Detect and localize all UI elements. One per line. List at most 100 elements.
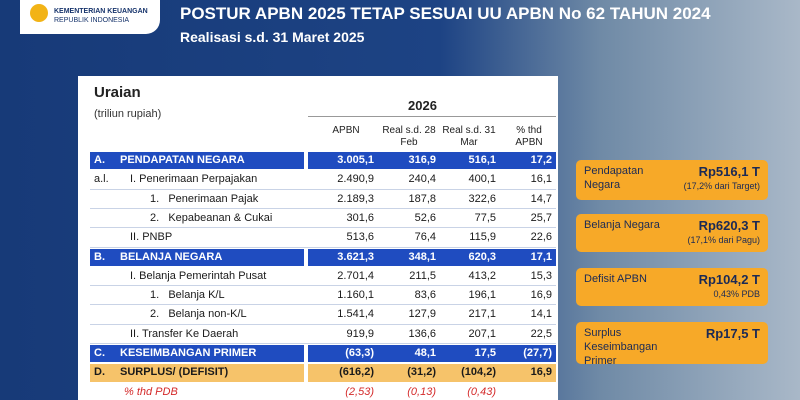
table-unit: (triliun rupiah) [94,108,162,120]
row-value: 2.490,9 [337,173,374,186]
row-value: 3.621,3 [337,250,374,263]
row-value: 14,7 [530,192,552,205]
row-band [90,248,304,266]
row-value: 25,7 [530,211,552,224]
title: POSTUR APBN 2025 TETAP SESUAI UU APBN No… [180,4,711,23]
row-code: C. [94,347,105,359]
row-value: 16,9 [530,366,552,379]
row-rule [90,207,556,209]
row-label: 2. Belanja non-K/L [150,308,247,321]
row-value: 196,1 [468,289,496,302]
column-header: Real s.d. 31 Mar [442,125,496,148]
row-value: 48,1 [414,347,436,359]
callout-label: Defisit APBN [584,273,647,285]
row-value: 22,6 [530,231,552,244]
row-rule [90,304,556,306]
row-value: 3.005,1 [337,154,374,166]
callout-note: (17,1% dari Pagu) [687,235,760,245]
row-value: 16,9 [530,289,552,302]
rule [308,116,556,117]
row-rule [90,285,556,287]
column-header: Real s.d. 28 Feb [382,125,436,148]
row-label: I. Penerimaan Perpajakan [130,173,258,186]
callout-amount: Rp620,3 T [698,218,760,233]
row-value: (31,2) [407,366,436,379]
row-value: (27,7) [523,347,552,359]
row-value: 316,9 [408,154,436,166]
row-band [308,152,556,170]
subtitle: Realisasi s.d. 31 Maret 2025 [180,29,365,45]
row-value: 136,6 [408,327,436,340]
table-panel: Uraian (triliun rupiah) 2026 APBN Real s.… [78,76,558,400]
row-value: 15,3 [530,269,552,282]
row-rule [90,343,556,344]
row-value: (0,13) [407,385,436,398]
row-label: KESEIMBANGAN PRIMER [120,347,257,359]
row-value: 17,2 [530,154,552,166]
row-value: 322,6 [468,192,496,205]
row-value: 17,5 [474,347,496,359]
table-label-title: Uraian [94,84,141,101]
row-value: 516,1 [468,154,496,166]
row-value: 240,4 [408,173,436,186]
callout-label: Surplus Keseimbangan Primer [584,327,658,367]
logo-text: KEMENTERIAN KEUANGAN [54,8,148,15]
row-value: 2.189,3 [337,192,374,205]
row-code: D. [94,366,105,379]
row-value: 400,1 [468,173,496,186]
callout-box: Belanja Negara Rp620,3 T (17,1% dari Pagu) [576,214,768,252]
row-value: 620,3 [468,250,496,263]
row-value: 413,2 [468,269,496,282]
row-label: 1. Penerimaan Pajak [150,192,259,205]
row-label: 2. Kepabeanan & Cukai [150,211,273,224]
row-value: 211,5 [409,269,436,282]
callout-box: Surplus Keseimbangan Primer Rp17,5 T [576,322,768,367]
row-band [90,345,304,363]
logo-text: REPUBLIK INDONESIA [54,17,130,24]
logo-emblem [30,4,48,22]
row-value: 16,1 [530,173,552,186]
row-value: 301,6 [346,211,374,224]
row-value: 52,6 [414,211,436,224]
row-code: B. [94,250,105,263]
row-value: (2,53) [345,385,374,398]
row-label: PENDAPATAN NEGARA [120,154,245,166]
column-header: % thd APBN [515,125,543,148]
row-value: (616,2) [339,366,374,379]
row-value: (104,2) [461,366,496,379]
row-value: 919,9 [346,327,374,340]
row-value: 348,1 [408,250,436,263]
row-value: 22,5 [530,327,552,340]
column-header: APBN [332,125,360,136]
row-label: BELANJA NEGARA [120,250,223,263]
row-value: 1.160,1 [337,289,374,302]
callout-amount: Rp17,5 T [705,326,760,341]
table-year: 2026 [408,98,437,113]
row-value: 76,4 [414,231,436,244]
row-code: a.l. [94,173,109,186]
row-value: 14,1 [530,308,552,321]
callout-label: Belanja Negara [584,219,660,231]
callout-box: Defisit APBN Rp104,2 T 0,43% PDB [576,268,768,306]
row-band [90,364,304,382]
row-label: 1. Belanja K/L [150,289,225,302]
row-band [308,345,556,363]
row-value: 217,1 [468,308,496,321]
callout-box: Pendapatan Negara Rp516,1 T (17,2% dari Ta… [576,160,768,200]
row-code: A. [94,154,105,166]
row-label: SURPLUS/ (DEFISIT) [120,366,229,379]
callout-note: 0,43% PDB [713,289,760,299]
row-label: I. Belanja Pemerintah Pusat [130,269,267,282]
row-value: 2.701,4 [337,269,374,282]
row-value: 17,1 [530,250,552,263]
row-label: II. PNBP [130,231,173,244]
row-value: 127,9 [408,308,436,321]
row-value: 115,9 [469,231,496,244]
row-value: 83,6 [414,289,436,302]
row-value: 77,5 [474,211,496,224]
row-value: 1.541,4 [337,308,374,321]
row-label: II. Transfer Ke Daerah [130,327,239,340]
row-rule [90,188,556,190]
row-rule [90,227,556,229]
